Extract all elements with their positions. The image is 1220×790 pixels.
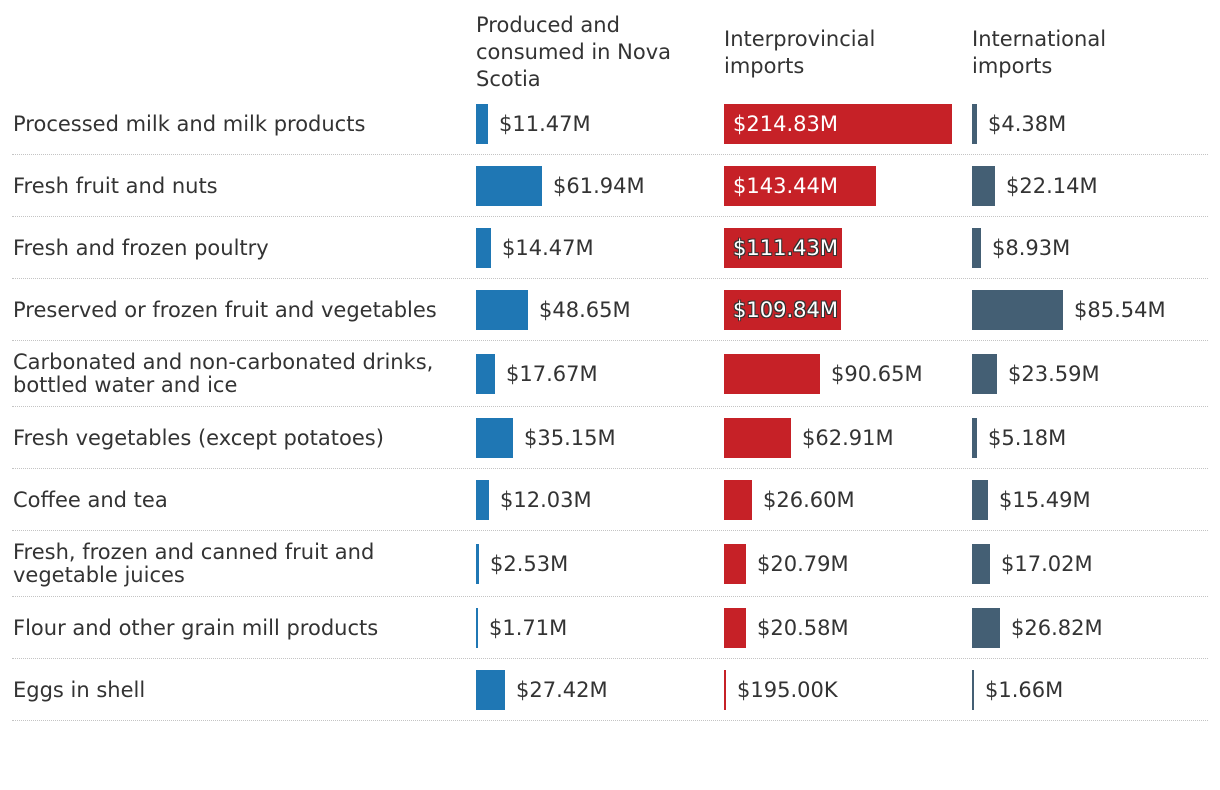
bar-local bbox=[476, 670, 505, 710]
bar-international bbox=[972, 166, 995, 206]
category-label: Eggs in shell bbox=[13, 678, 146, 702]
category-label: Fresh vegetables (except potatoes) bbox=[13, 426, 384, 450]
bar-international bbox=[972, 228, 981, 268]
value-label-interprovincial: $20.79M bbox=[757, 552, 849, 576]
bar-interprovincial bbox=[724, 354, 820, 394]
bar-interprovincial bbox=[724, 670, 726, 710]
value-label-international: $85.54M bbox=[1074, 298, 1166, 322]
category-label: Fresh fruit and nuts bbox=[13, 174, 218, 198]
value-label-interprovincial: $26.60M bbox=[763, 488, 855, 512]
value-label-interprovincial: $143.44M bbox=[733, 174, 838, 198]
category-label: Fresh and frozen poultry bbox=[13, 236, 269, 260]
value-label-local: $1.71M bbox=[489, 616, 568, 640]
category-label: Fresh, frozen and canned fruit and veget… bbox=[13, 541, 375, 587]
bar-local bbox=[476, 418, 513, 458]
bar-international bbox=[972, 104, 977, 144]
column-header-international: International imports bbox=[972, 27, 1107, 78]
value-label-interprovincial: $90.65M bbox=[831, 362, 923, 386]
value-label-local: $48.65M bbox=[539, 298, 631, 322]
bar-interprovincial bbox=[724, 544, 746, 584]
chart-row: Fresh fruit and nuts bbox=[12, 155, 1208, 217]
value-label-interprovincial: $109.84M bbox=[733, 298, 838, 322]
bar-international bbox=[972, 544, 990, 584]
value-label-international: $17.02M bbox=[1001, 552, 1093, 576]
category-label: Preserved or frozen fruit and vegetables bbox=[13, 298, 437, 322]
bar-interprovincial bbox=[724, 228, 842, 268]
value-label-international: $5.18M bbox=[988, 426, 1067, 450]
value-label-international: $26.82M bbox=[1011, 616, 1103, 640]
bar-international bbox=[972, 670, 974, 710]
value-label-local: $14.47M bbox=[502, 236, 594, 260]
value-label-international: $15.49M bbox=[999, 488, 1091, 512]
chart-row: Fresh and frozen poultry bbox=[12, 217, 1208, 279]
bar-interprovincial bbox=[724, 418, 791, 458]
bar-international bbox=[972, 418, 977, 458]
bar-international bbox=[972, 480, 988, 520]
bar-interprovincial bbox=[724, 480, 752, 520]
bar-local bbox=[476, 608, 478, 648]
value-label-local: $61.94M bbox=[553, 174, 645, 198]
value-label-interprovincial: $62.91M bbox=[802, 426, 894, 450]
value-label-international: $22.14M bbox=[1006, 174, 1098, 198]
value-label-local: $2.53M bbox=[490, 552, 569, 576]
bar-local bbox=[476, 166, 542, 206]
value-label-local: $11.47M bbox=[499, 112, 591, 136]
column-header-interprovincial: Interprovincial imports bbox=[724, 27, 876, 78]
category-label: Processed milk and milk products bbox=[13, 112, 366, 136]
column-header-local: Produced and consumed in Nova Scotia bbox=[476, 13, 672, 91]
value-label-interprovincial: $111.43M bbox=[733, 236, 838, 260]
category-label: Coffee and tea bbox=[13, 488, 168, 512]
chart-row: Eggs in shell bbox=[12, 659, 1208, 721]
bar-local bbox=[476, 544, 479, 584]
chart-row: Fresh, frozen and canned fruit and veget… bbox=[12, 531, 1208, 597]
bar-international bbox=[972, 354, 997, 394]
value-label-interprovincial: $214.83M bbox=[733, 112, 838, 136]
value-label-international: $4.38M bbox=[988, 112, 1067, 136]
value-label-interprovincial: $195.00K bbox=[737, 678, 838, 702]
bar-interprovincial bbox=[724, 608, 746, 648]
chart-row: Flour and other grain mill products bbox=[12, 597, 1208, 659]
value-label-international: $23.59M bbox=[1008, 362, 1100, 386]
bar-international bbox=[972, 290, 1063, 330]
value-label-international: $8.93M bbox=[992, 236, 1071, 260]
chart-row: Carbonated and non-carbonated drinks, bo… bbox=[12, 341, 1208, 407]
chart-row: Fresh vegetables (except potatoes) bbox=[12, 407, 1208, 469]
category-label: Flour and other grain mill products bbox=[13, 616, 379, 640]
value-label-local: $17.67M bbox=[506, 362, 598, 386]
value-label-international: $1.66M bbox=[985, 678, 1064, 702]
bar-interprovincial bbox=[724, 166, 876, 206]
bar-local bbox=[476, 354, 495, 394]
value-label-local: $12.03M bbox=[500, 488, 592, 512]
chart-row: Processed milk and milk products bbox=[12, 93, 1208, 155]
bar-local bbox=[476, 290, 528, 330]
chart-row: Preserved or frozen fruit and vegetables bbox=[12, 279, 1208, 341]
category-label: Carbonated and non-carbonated drinks, bo… bbox=[13, 351, 434, 397]
bar-interprovincial bbox=[724, 290, 841, 330]
value-label-local: $35.15M bbox=[524, 426, 616, 450]
bar-local bbox=[476, 480, 489, 520]
value-label-interprovincial: $20.58M bbox=[757, 616, 849, 640]
chart-row: Coffee and tea bbox=[12, 469, 1208, 531]
bar-interprovincial bbox=[724, 104, 952, 144]
bar-international bbox=[972, 608, 1000, 648]
bar-local bbox=[476, 104, 488, 144]
bar-local bbox=[476, 228, 491, 268]
value-label-local: $27.42M bbox=[516, 678, 608, 702]
